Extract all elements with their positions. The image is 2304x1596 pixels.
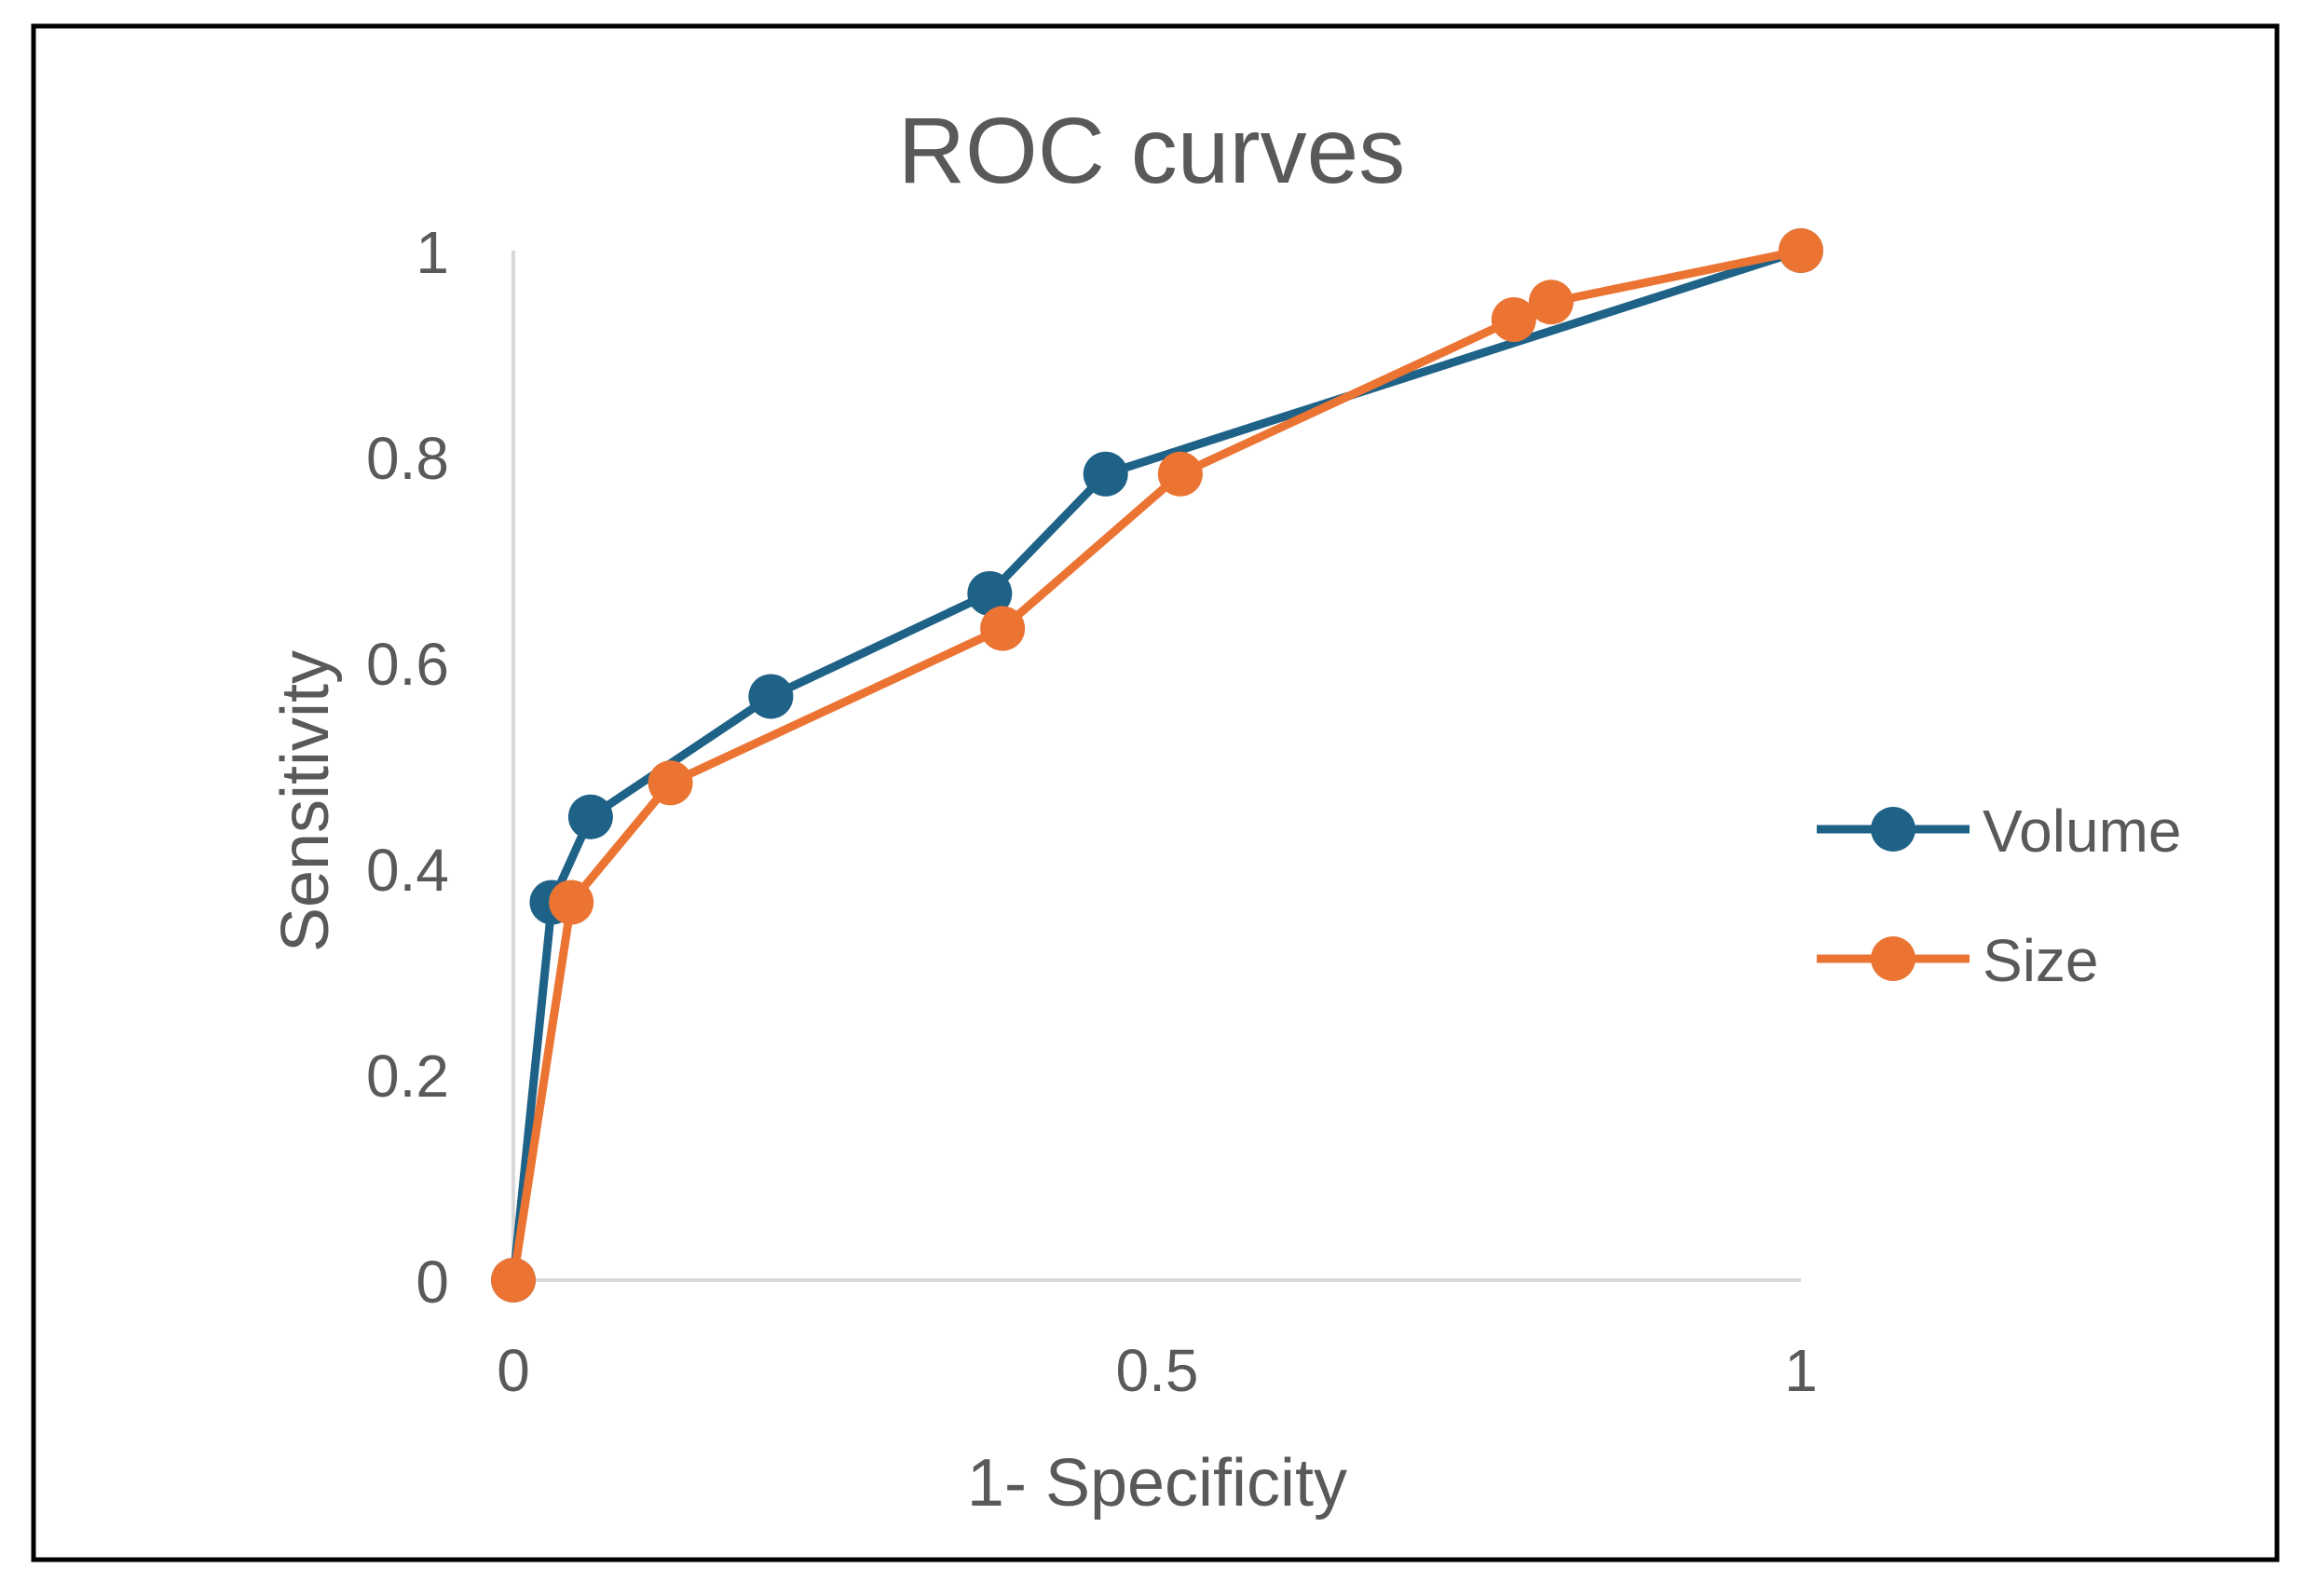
data-point-volume xyxy=(1083,451,1128,497)
axes: 0 0.2 0.4 0.6 0.8 1 0 0.5 1 xyxy=(366,219,1818,1404)
data-point-size xyxy=(1779,228,1823,273)
x-tick-label: 0 xyxy=(497,1337,530,1404)
series-size xyxy=(491,228,1823,1303)
legend-label-volume: Volume xyxy=(1983,798,2181,865)
chart-border xyxy=(31,23,2280,1562)
x-axis-label: 1- Specificity xyxy=(967,1446,1347,1521)
data-point-size xyxy=(980,606,1026,651)
data-point-volume xyxy=(567,794,613,839)
y-tick-label: 1 xyxy=(416,219,449,286)
x-tick-label: 0.5 xyxy=(1116,1337,1199,1404)
y-tick-label: 0 xyxy=(416,1248,449,1316)
data-point-size xyxy=(1491,297,1536,343)
y-tick-label: 0.4 xyxy=(366,837,449,904)
data-point-volume xyxy=(748,674,794,719)
data-point-size xyxy=(1528,280,1574,325)
legend-item-size: Size xyxy=(1817,927,2099,994)
y-tick-label: 0.8 xyxy=(366,425,449,492)
legend-marker-size xyxy=(1871,936,1915,981)
y-axis-label: Sensitivity xyxy=(268,650,343,952)
legend-marker-volume xyxy=(1871,807,1915,852)
y-tick-label: 0.2 xyxy=(366,1043,449,1110)
data-point-volume xyxy=(967,570,1013,616)
legend-label-size: Size xyxy=(1983,927,2099,994)
chart-title: ROC curves xyxy=(898,99,1406,203)
data-point-size xyxy=(1157,451,1203,497)
x-tick-label: 1 xyxy=(1784,1337,1818,1404)
legend: Volume Size xyxy=(1817,798,2181,994)
data-point-size xyxy=(648,760,693,806)
legend-item-volume: Volume xyxy=(1817,798,2181,865)
data-point-size xyxy=(549,880,594,925)
data-point-size xyxy=(491,1258,536,1303)
series-layer xyxy=(491,228,1823,1303)
y-tick-label: 0.6 xyxy=(366,631,449,698)
